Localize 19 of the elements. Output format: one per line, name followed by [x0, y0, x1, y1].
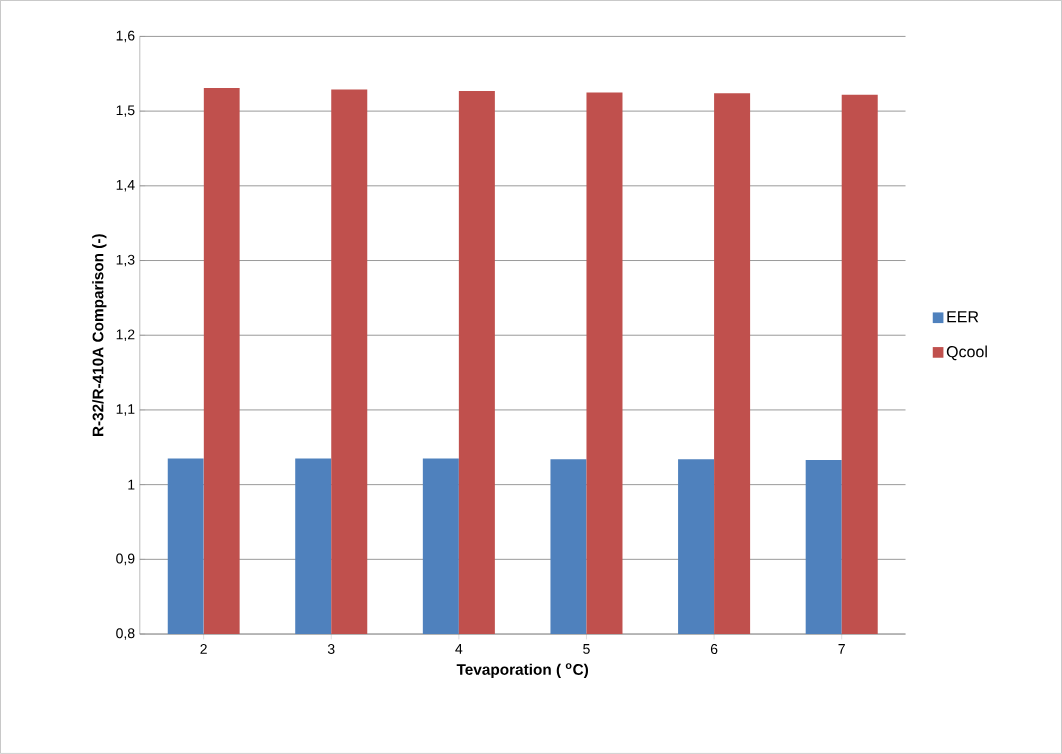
y-tick-label: 1,2 — [116, 329, 135, 342]
y-tick-label: 1,3 — [116, 254, 135, 267]
y-axis-title: R-32/R-410A Comparison (-) — [92, 234, 107, 437]
y-tick-label: 1 — [128, 479, 135, 490]
x-axis-title: Tevaporation ( $^{o}$C) — [456, 663, 589, 679]
legend-label: EER — [947, 311, 979, 323]
x-tick-label: 2 — [200, 644, 207, 654]
y-tick-label: 1,5 — [116, 105, 135, 117]
x-tick-label: 3 — [327, 644, 335, 655]
y-tick-label: 1,6 — [116, 30, 135, 43]
x-tick-label: 4 — [455, 644, 463, 654]
y-tick-label: 1,4 — [116, 180, 135, 192]
x-tick-label: 6 — [710, 644, 718, 655]
y-tick-label: 1,1 — [116, 404, 135, 416]
legend-label: Qcool — [946, 345, 987, 361]
y-tick-label: 0,8 — [116, 628, 135, 640]
y-tick-label: 0,9 — [116, 553, 135, 566]
x-tick-label: 5 — [583, 644, 590, 654]
x-tick-label: 7 — [838, 644, 845, 654]
